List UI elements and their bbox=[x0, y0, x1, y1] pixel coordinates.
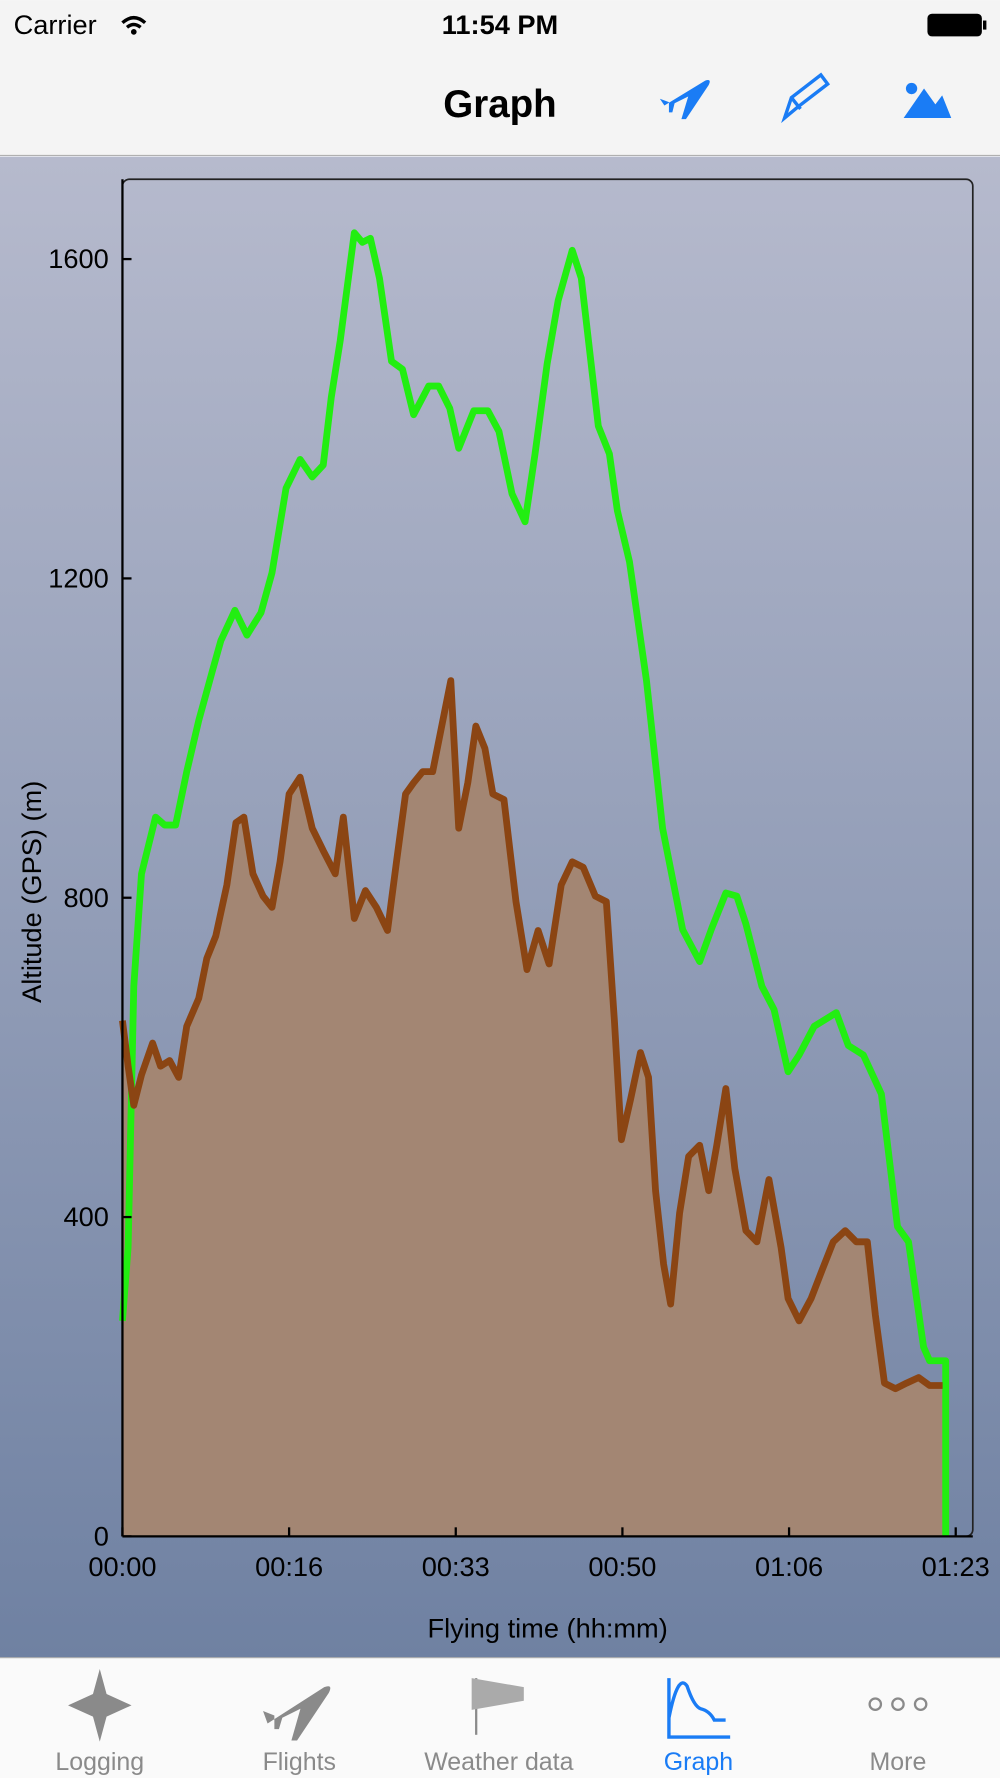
graph-icon[interactable] bbox=[667, 1678, 731, 1739]
x-tick-label: 00:50 bbox=[588, 1551, 656, 1582]
tab-bar: Logging Flights Weather data Graph More bbox=[55, 1748, 926, 1776]
x-axis-label: Flying time (hh:mm) bbox=[427, 1612, 667, 1643]
more-dot bbox=[891, 1697, 905, 1711]
y-tick-label: 1200 bbox=[48, 562, 109, 593]
weather-icon[interactable] bbox=[471, 1678, 524, 1710]
tab-label[interactable]: Flights bbox=[263, 1748, 336, 1776]
more-icon[interactable] bbox=[913, 1697, 928, 1711]
y-tick-label: 800 bbox=[63, 882, 108, 913]
tab-label[interactable]: Logging bbox=[55, 1748, 144, 1776]
area bbox=[122, 680, 943, 1537]
nav-background bbox=[0, 0, 1000, 156]
more-dot bbox=[868, 1697, 883, 1711]
carrier: Carrier bbox=[14, 9, 97, 40]
line bbox=[119, 229, 950, 1537]
y-tick-label: 1600 bbox=[48, 243, 109, 274]
flight-button[interactable] bbox=[659, 80, 710, 120]
nav-title: Graph bbox=[443, 83, 556, 126]
tab-background bbox=[0, 1657, 1000, 1778]
status-time: 11:54 PM bbox=[442, 9, 558, 40]
battery-tip bbox=[982, 20, 987, 30]
logging-icon[interactable] bbox=[68, 1669, 132, 1742]
tab-label[interactable]: More bbox=[870, 1748, 927, 1776]
image-button[interactable] bbox=[903, 88, 952, 119]
image-sun bbox=[905, 82, 918, 95]
y-axis-label: Altitude (GPS) (m) bbox=[16, 781, 47, 1003]
x-tick-label: 01:06 bbox=[755, 1551, 823, 1582]
line bbox=[119, 677, 943, 1393]
x-tick-label: 00:00 bbox=[88, 1551, 156, 1582]
flights-icon[interactable] bbox=[263, 1686, 331, 1741]
x-tick-label: 01:23 bbox=[922, 1551, 990, 1582]
battery bbox=[927, 13, 982, 37]
tab-label[interactable]: Weather data bbox=[424, 1748, 573, 1776]
y-tick-label: 0 bbox=[94, 1520, 109, 1551]
wifi-icon bbox=[121, 15, 147, 29]
x-tick-label: 00:16 bbox=[255, 1551, 323, 1582]
chart: 0 400 800 1200 1600 00:00 00:16 00:33 00:50 01:06… bbox=[16, 178, 990, 1643]
x-tick-label: 00:33 bbox=[422, 1551, 490, 1582]
edit-button[interactable] bbox=[781, 72, 831, 124]
y-tick-label: 400 bbox=[63, 1201, 108, 1232]
wifi-dot bbox=[130, 29, 137, 35]
tab-label[interactable]: Graph bbox=[664, 1748, 733, 1776]
